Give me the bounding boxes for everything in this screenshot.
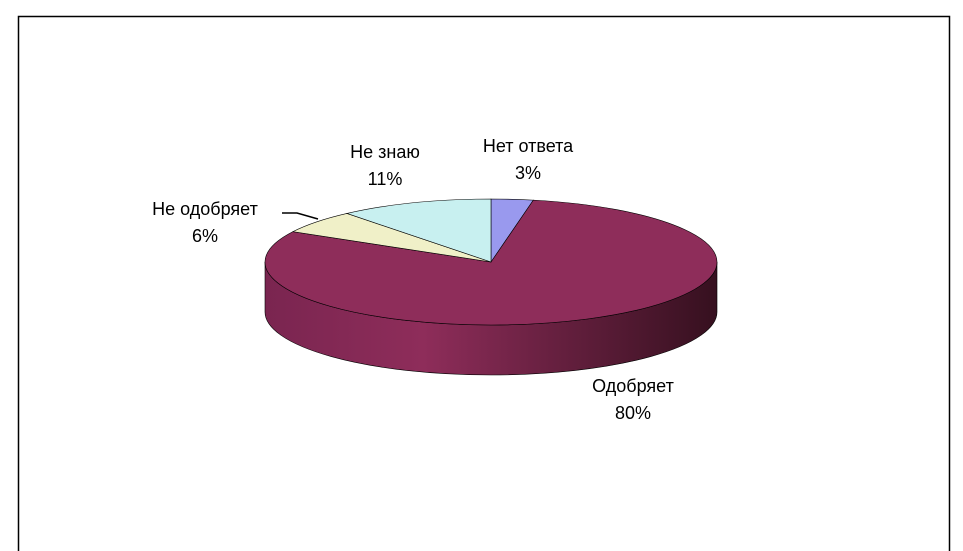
slice-value-label: 80% <box>615 403 651 423</box>
slice-label: Не знаю <box>350 142 420 162</box>
slice <box>345 198 492 263</box>
slice <box>264 199 718 326</box>
slice-label: Одобряет <box>592 376 674 396</box>
slice-value-label: 3% <box>515 163 541 183</box>
slice-label: Нет ответа <box>483 136 574 156</box>
slice-value-label: 11% <box>368 169 403 189</box>
slice-value-label: 6% <box>192 226 218 246</box>
leader-line <box>282 212 319 220</box>
slice-label: Не одобряет <box>152 199 258 219</box>
